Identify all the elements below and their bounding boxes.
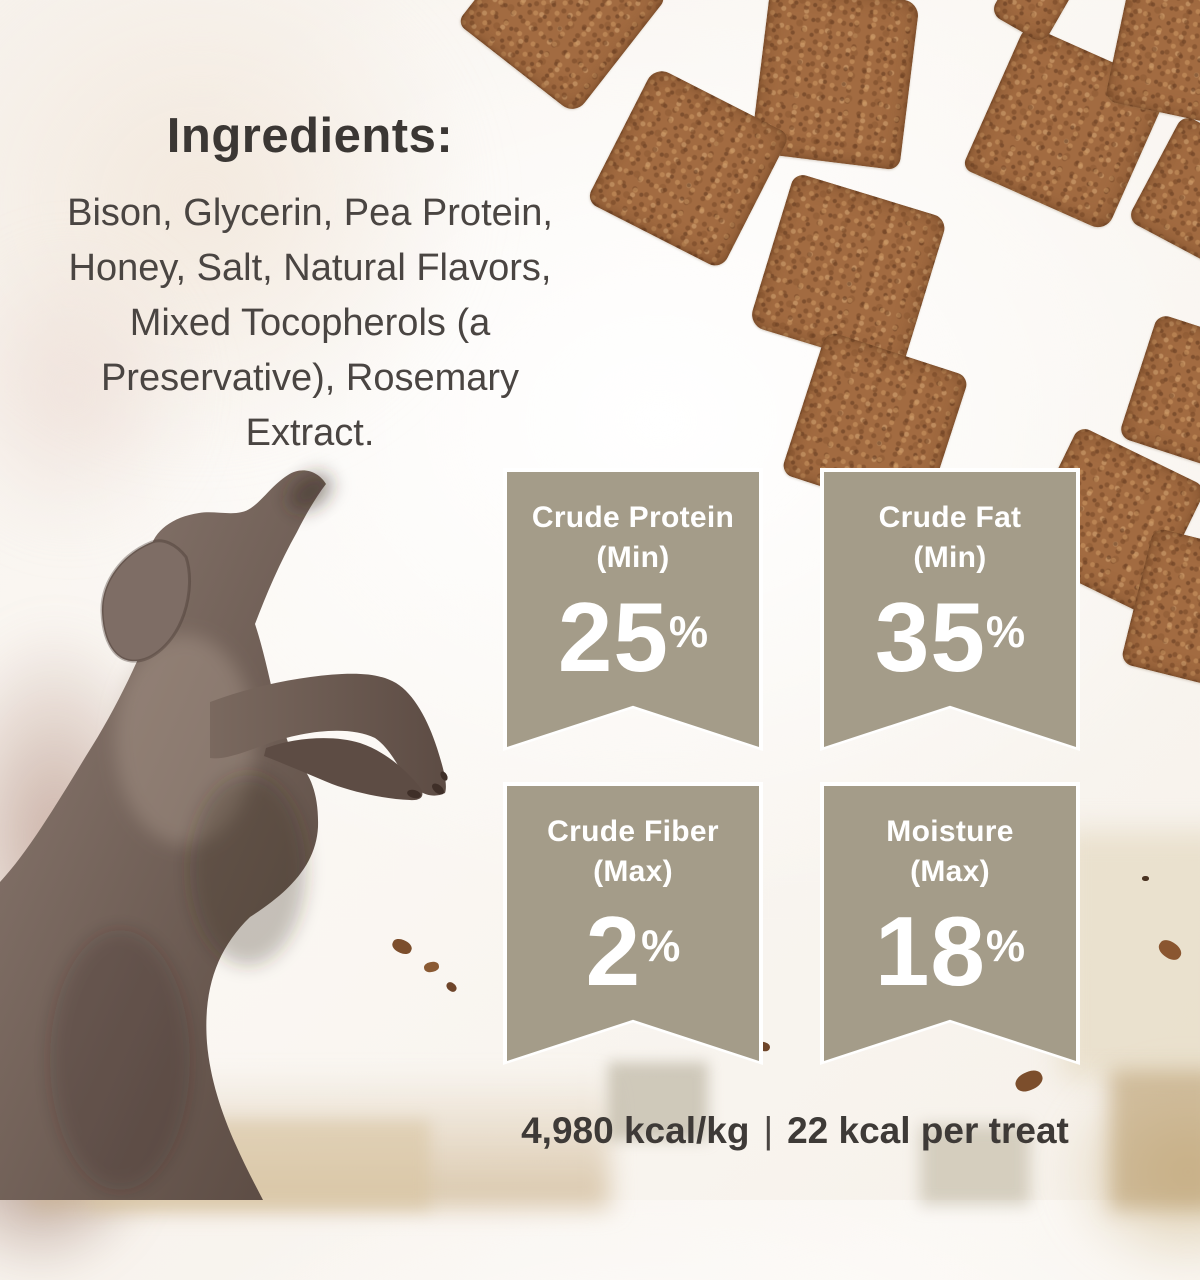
badge-crude-protein: Crude Protein (Min) 25% xyxy=(503,468,763,751)
percent-sign: % xyxy=(641,921,681,971)
badge-value: 2% xyxy=(585,896,681,1006)
kcal-per-treat: 22 kcal per treat xyxy=(787,1110,1069,1151)
ingredients-line: Honey, Salt, Natural Flavors, xyxy=(68,247,552,289)
dog-foreleg xyxy=(210,673,446,796)
separator-bar: | xyxy=(763,1110,774,1151)
crumb xyxy=(1155,936,1185,964)
badge-value: 25% xyxy=(557,582,709,692)
badge-crude-fat: Crude Fat (Min) 35% xyxy=(820,468,1080,751)
ingredients-section: Ingredients: Bison, Glycerin, Pea Protei… xyxy=(15,108,605,461)
percent-sign: % xyxy=(985,607,1026,657)
calories-line: 4,980 kcal/kg | 22 kcal per treat xyxy=(445,1110,1145,1152)
treat-photo xyxy=(456,0,668,116)
crumb xyxy=(1012,1066,1046,1096)
ingredients-line: Mixed Tocopherols (a xyxy=(129,302,491,344)
crumb xyxy=(1142,876,1149,881)
badge-moisture: Moisture (Max) 18% xyxy=(820,782,1080,1065)
dog-photo xyxy=(0,440,460,1200)
dog-paw xyxy=(264,738,423,801)
ingredients-line: Extract. xyxy=(245,412,375,454)
ingredients-heading: Ingredients: xyxy=(166,109,454,163)
badge-label: Crude Fiber (Max) xyxy=(547,815,719,888)
percent-sign: % xyxy=(668,607,709,657)
badge-label: Moisture (Max) xyxy=(886,815,1014,888)
badge-value: 35% xyxy=(874,582,1026,692)
badge-label: Crude Protein (Min) xyxy=(531,501,735,574)
percent-sign: % xyxy=(985,921,1026,971)
ingredients-line: Bison, Glycerin, Pea Protein, xyxy=(67,192,553,234)
kcal-per-kg: 4,980 kcal/kg xyxy=(521,1110,750,1151)
badge-crude-fiber: Crude Fiber (Max) 2% xyxy=(503,782,763,1065)
ingredients-line: Preservative), Rosemary xyxy=(100,357,520,399)
badge-value: 18% xyxy=(874,896,1026,1006)
treat-fragment xyxy=(989,0,1075,45)
badge-label: Crude Fat (Min) xyxy=(878,501,1022,574)
